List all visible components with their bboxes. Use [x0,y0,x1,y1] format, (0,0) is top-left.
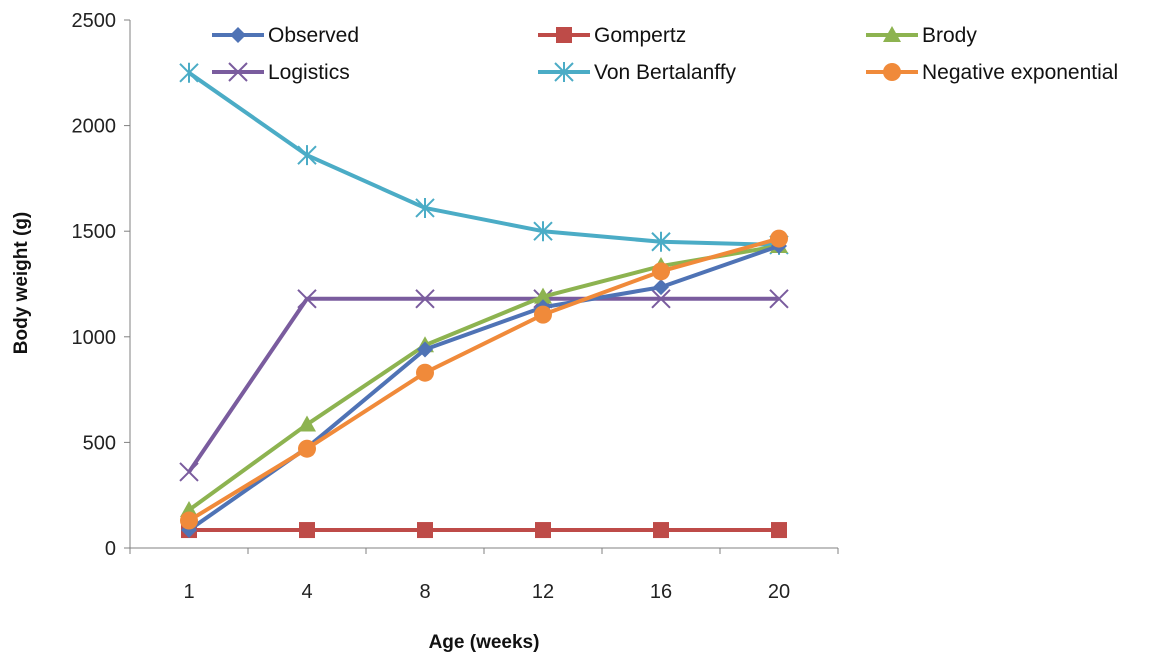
y-tick-label: 2500 [72,10,117,32]
x-axis-title: Age (weeks) [429,632,540,653]
legend: Observed Gompertz Brody Logistics Von Bertal… [212,24,1118,84]
data-point [298,439,316,458]
legend-label: Negative exponential [922,61,1118,84]
data-point [771,522,787,539]
data-point [535,522,551,539]
legend-marker [228,62,248,82]
y-tick-label: 1500 [72,221,117,243]
y-tick-label: 2000 [72,116,117,138]
series-line [187,244,780,532]
data-point [297,145,317,166]
data-point [180,511,198,530]
series-gompertz [181,522,787,539]
legend-label: Observed [268,24,359,47]
legend-item: Logistics [212,61,350,84]
legend-item: Von Bertalanffy [538,61,737,84]
data-point [534,305,552,324]
legend-label: Brody [922,24,977,47]
axes [129,20,838,549]
series-observed [181,237,787,539]
y-tick-label: 0 [105,538,116,560]
series-von-bertalanffy [179,62,789,255]
data-point [533,221,553,242]
legend-item: Gompertz [538,24,686,47]
data-point [299,522,315,539]
x-tick-label: 1 [183,581,194,603]
legend-label: Logistics [268,61,350,84]
legend-item: Observed [212,24,359,47]
data-point [415,197,435,218]
legend-marker [883,63,901,81]
legend-marker [554,62,574,82]
series-line [187,236,780,523]
y-tick-label: 1000 [72,327,117,349]
legend-item: Negative exponential [866,61,1118,84]
series-layer [179,62,789,539]
data-point [179,462,199,482]
data-point [298,415,316,432]
legend-item: Brody [866,24,977,47]
series-line [187,296,779,474]
legend-marker [230,27,246,43]
data-point [416,363,434,382]
x-tick-label: 12 [532,581,554,603]
x-tick-label: 20 [768,581,790,603]
data-point [651,231,671,252]
legend-marker [883,26,901,42]
x-tick-label: 8 [419,581,430,603]
series-logistics [179,289,789,482]
series-negative-exponential [180,229,788,530]
y-axis-ticks: 0 500 1000 1500 2000 2500 [72,10,130,560]
x-axis-ticks: 1 4 8 12 16 20 [129,548,839,603]
data-point [417,341,433,358]
x-tick-label: 16 [650,581,672,603]
data-point [653,279,669,296]
legend-label: Von Bertalanffy [594,61,737,84]
series-line [187,71,780,247]
data-point [651,289,671,309]
data-point [417,522,433,539]
data-point [179,62,199,83]
legend-label: Gompertz [594,24,686,47]
legend-marker [556,27,572,43]
x-tick-label: 4 [301,581,312,603]
y-axis-title: Body weight (g) [11,212,32,354]
data-point [770,229,788,248]
data-point [297,289,317,309]
series-line [187,244,780,512]
data-point [653,522,669,539]
data-point [769,289,789,309]
data-point [415,289,435,309]
data-point [534,287,552,304]
y-tick-label: 500 [83,432,116,454]
data-point [652,262,670,281]
